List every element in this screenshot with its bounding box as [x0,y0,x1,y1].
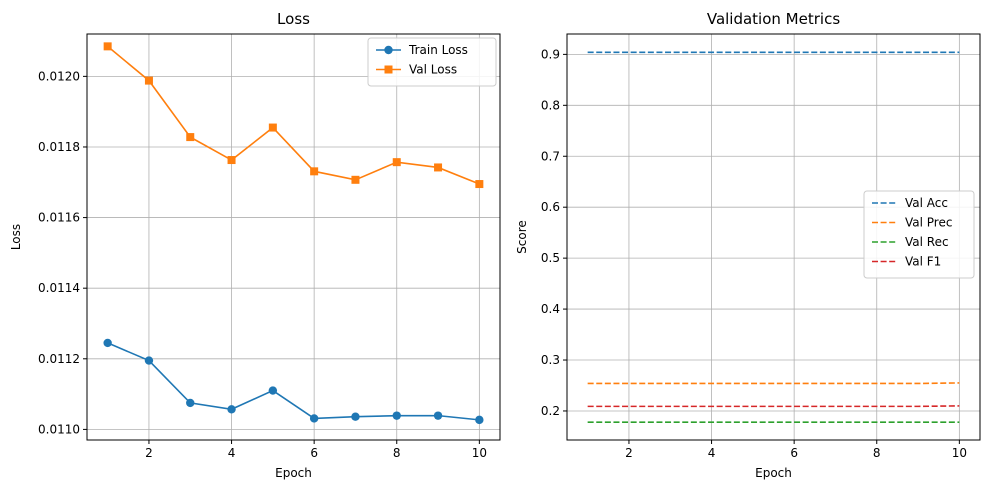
data-point [186,398,195,408]
data-point [186,133,195,142]
chart-title: Validation Metrics [707,10,840,28]
series-group [103,42,484,425]
y-tick-label: 0.8 [541,98,560,112]
legend: Val Acc Val Prec Val Rec Val F1 [863,190,975,279]
y-tick-label: 0.4 [541,302,560,316]
legend-label: Val F1 [905,255,941,269]
data-point [475,180,484,189]
chart-title: Loss [277,10,310,28]
y-tick-label: 0.7 [541,149,560,163]
x-tick-label: 4 [708,446,716,460]
ticks: 2 4 6 8 10 0.0110 0.0112 0.0114 0.0116 0.0118 0.01… [38,69,487,460]
y-tick-label: 0.5 [541,251,560,265]
series-line [107,45,480,185]
data-point [144,356,154,365]
grid [567,34,980,440]
legend-marker [384,45,393,55]
x-axis-label: Epoch [275,466,312,480]
series-line [107,342,480,421]
legend-label: Val Acc [905,196,948,210]
data-point [227,405,236,414]
legend: Train Loss Val Loss [367,37,497,87]
y-tick-label: 0.0116 [38,211,80,225]
y-axis-label: Loss [9,224,23,250]
y-tick-label: 0.0114 [38,281,80,295]
legend-label: Val Loss [409,63,457,77]
legend-box [863,190,975,279]
loss-chart: Loss Epoch Loss 2 4 6 8 10 0.0110 0.0112 0.0114… [9,10,501,480]
y-tick-label: 0.2 [541,404,560,418]
data-point [310,167,319,176]
series-line [587,405,960,408]
ticks: 2 4 6 8 10 0.2 0.3 0.4 0.5 0.6 0.7 0.8 0.9 [541,47,967,460]
data-point [434,163,443,172]
y-tick-label: 0.9 [541,47,560,61]
y-tick-label: 0.0118 [38,140,80,154]
data-point [475,415,484,425]
series-line [587,382,960,385]
data-point [392,158,401,167]
data-point [227,156,236,165]
x-tick-label: 2 [625,446,633,460]
x-tick-label: 10 [952,446,967,460]
x-tick-label: 6 [790,446,798,460]
data-point [144,76,153,85]
x-tick-label: 10 [472,446,487,460]
y-tick-label: 0.0112 [38,352,80,366]
x-tick-label: 8 [873,446,881,460]
data-point [103,42,112,51]
data-point [268,386,278,395]
data-point [351,175,360,184]
x-tick-label: 2 [145,446,153,460]
x-tick-label: 6 [310,446,318,460]
legend-marker [384,65,393,74]
data-point [433,411,443,420]
y-tick-label: 0.6 [541,200,560,214]
legend-label: Val Prec [905,216,952,230]
y-tick-label: 0.3 [541,353,560,367]
data-point [392,411,401,420]
data-point [103,338,112,348]
y-tick-label: 0.0110 [38,422,80,436]
y-tick-label: 0.0120 [38,69,80,83]
legend-label: Val Rec [905,235,949,249]
y-axis-label: Score [515,220,529,254]
x-tick-label: 4 [228,446,236,460]
x-tick-label: 8 [393,446,401,460]
legend-label: Train Loss [408,43,468,57]
data-point [268,123,277,132]
plot-frame [86,33,501,441]
series-group [587,51,960,423]
plot-frame [566,33,981,441]
data-point [309,414,319,423]
x-axis-label: Epoch [755,466,792,480]
grid [87,34,500,440]
data-point [351,412,360,421]
validation-metrics-chart: Validation Metrics Epoch Score 2 4 6 8 10 0.2… [515,10,981,480]
